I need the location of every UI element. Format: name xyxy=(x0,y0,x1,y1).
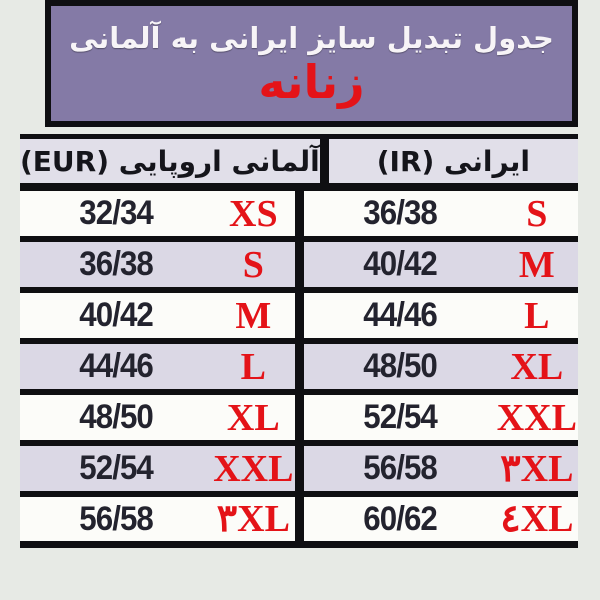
ir-size-number: 52/54 xyxy=(362,398,438,436)
eur-size-number: 36/38 xyxy=(79,245,154,283)
eur-size-number: 48/50 xyxy=(79,398,154,436)
ir-size-number: 56/58 xyxy=(362,449,438,487)
eur-size-letter: M xyxy=(235,294,272,337)
cell-ir: 60/62 ٤XL xyxy=(304,497,579,541)
cell-ir: 48/50 XL xyxy=(304,344,579,389)
ir-size-letter: L xyxy=(524,294,550,337)
eur-size-letter: ۳XL xyxy=(216,498,290,540)
column-divider xyxy=(294,395,304,440)
ir-size-letter: ۳XL xyxy=(500,447,574,490)
eur-size-letter: XS xyxy=(229,192,278,235)
cell-ir: 40/42 M xyxy=(304,242,579,287)
eur-size-letter: S xyxy=(242,243,264,286)
cell-eur: 44/46 L xyxy=(20,344,295,389)
eur-size-number: 52/54 xyxy=(79,449,154,487)
table-row: 56/58 ۳XL 60/62 ٤XL xyxy=(20,497,578,548)
column-divider xyxy=(294,344,304,389)
ir-size-number: 48/50 xyxy=(362,347,438,385)
eur-size-number: 56/58 xyxy=(79,499,154,538)
eur-size-number: 44/46 xyxy=(79,347,154,385)
cell-eur: 48/50 XL xyxy=(20,395,295,440)
ir-size-letter: ٤XL xyxy=(500,498,574,540)
page-subtitle: زنانه xyxy=(258,55,365,110)
cell-eur: 40/42 M xyxy=(20,293,295,338)
page-title: جدول تبدیل سایز ایرانی به آلمانی xyxy=(69,21,554,56)
table-row: 40/42 M 44/46 L xyxy=(20,293,578,344)
cell-ir: 44/46 L xyxy=(304,293,579,338)
column-divider xyxy=(294,497,304,541)
cell-ir: 56/58 ۳XL xyxy=(304,446,579,491)
ir-size-number: 44/46 xyxy=(362,296,438,334)
table-row: 32/34 XS 36/38 S xyxy=(20,191,578,242)
cell-eur: 52/54 XXL xyxy=(20,446,295,491)
size-conversion-table: آلمانی اروپایی (EUR) ایرانی (IR) 32/34 X… xyxy=(20,134,578,548)
cell-ir: 52/54 XXL xyxy=(304,395,579,440)
cell-eur: 56/58 ۳XL xyxy=(20,497,295,541)
eur-size-number: 32/34 xyxy=(79,194,154,232)
eur-size-letter: L xyxy=(240,345,266,388)
ir-size-letter: S xyxy=(526,192,548,235)
ir-size-number: 60/62 xyxy=(362,499,438,538)
cell-eur: 32/34 XS xyxy=(20,191,295,236)
cell-eur: 36/38 S xyxy=(20,242,295,287)
eur-size-letter: XXL xyxy=(213,447,294,490)
column-divider xyxy=(294,242,304,287)
column-divider xyxy=(294,191,304,236)
ir-size-letter: XL xyxy=(510,345,564,388)
column-header-german-eur: آلمانی اروپایی (EUR) xyxy=(20,144,320,178)
eur-size-number: 40/42 xyxy=(79,296,154,334)
ir-size-letter: M xyxy=(518,243,555,286)
eur-size-letter: XL xyxy=(226,396,280,439)
cell-ir: 36/38 S xyxy=(304,191,579,236)
column-divider xyxy=(294,293,304,338)
title-banner: جدول تبدیل سایز ایرانی به آلمانی زنانه xyxy=(45,0,578,127)
ir-size-letter: XXL xyxy=(496,396,577,439)
table-header-row: آلمانی اروپایی (EUR) ایرانی (IR) xyxy=(20,134,578,191)
column-header-iranian-ir: ایرانی (IR) xyxy=(376,144,531,178)
table-row: 36/38 S 40/42 M xyxy=(20,242,578,293)
table-row: 44/46 L 48/50 XL xyxy=(20,344,578,395)
ir-size-number: 40/42 xyxy=(362,245,438,283)
column-divider xyxy=(319,139,329,183)
table-row: 48/50 XL 52/54 XXL xyxy=(20,395,578,446)
table-row: 52/54 XXL 56/58 ۳XL xyxy=(20,446,578,497)
ir-size-number: 36/38 xyxy=(362,194,438,232)
column-divider xyxy=(294,446,304,491)
